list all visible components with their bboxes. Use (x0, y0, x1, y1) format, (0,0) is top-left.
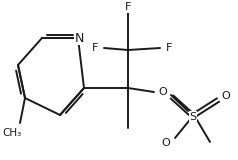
Text: CH₃: CH₃ (2, 128, 22, 138)
Text: O: O (159, 87, 167, 97)
Text: O: O (162, 138, 170, 148)
Text: F: F (125, 2, 131, 12)
Text: N: N (74, 32, 84, 44)
Text: O: O (222, 91, 230, 101)
Text: F: F (166, 43, 172, 53)
Text: F: F (92, 43, 98, 53)
Text: S: S (189, 112, 197, 122)
Text: O: O (159, 87, 167, 97)
